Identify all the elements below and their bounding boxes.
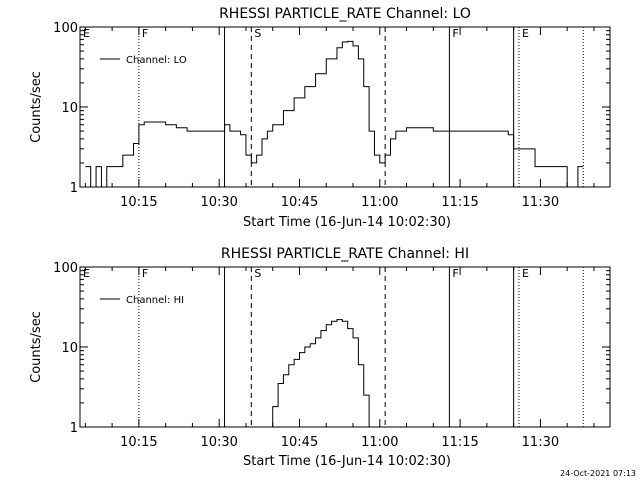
y-tick-label: 1	[70, 181, 78, 196]
x-axis-label: Start Time (16-Jun-14 10:02:30)	[243, 215, 451, 230]
footer-timestamp: 24-Oct-2021 07:13	[560, 469, 636, 478]
y-tick-label: 100	[53, 21, 78, 36]
y-axis-label: Counts/sec	[29, 311, 44, 383]
x-tick-label: 11:15	[441, 195, 478, 210]
x-axis-label: Start Time (16-Jun-14 10:02:30)	[243, 454, 451, 469]
chart-title: RHESSI PARTICLE_RATE Channel: HI	[221, 246, 469, 262]
plot-frame	[79, 26, 611, 188]
chart-title: RHESSI PARTICLE_RATE Channel: LO	[219, 6, 471, 22]
x-tick-label: 11:00	[361, 195, 398, 210]
x-tick-label: 11:15	[441, 435, 478, 450]
x-tick-label: 11:00	[361, 435, 398, 450]
x-tick-label: 10:15	[120, 195, 157, 210]
chart-panel-2: RHESSI PARTICLE_RATE Channel: HI E F S F E 10:…	[29, 246, 611, 469]
x-tick-label: 10:45	[281, 435, 318, 450]
marker-label: E	[522, 27, 529, 40]
marker-label: S	[254, 267, 261, 280]
y-tick-label: 10	[61, 341, 78, 356]
x-tick-label: 10:15	[120, 435, 157, 450]
y-tick-label: 10	[61, 101, 78, 116]
series-line	[85, 40, 584, 187]
marker-label: S	[254, 27, 261, 40]
marker-label: F	[142, 267, 148, 280]
marker-label: F	[452, 267, 458, 280]
series-line	[267, 319, 370, 427]
marker-label: E	[522, 267, 529, 280]
x-tick-label: 10:30	[200, 195, 237, 210]
y-tick-label: 100	[53, 261, 78, 276]
x-tick-label: 10:45	[281, 195, 318, 210]
marker-label: E	[83, 27, 90, 40]
y-axis-label: Counts/sec	[29, 71, 44, 143]
legend-entry: Channel: LO	[126, 55, 187, 66]
plot-frame	[79, 266, 611, 428]
legend-entry: Channel: HI	[126, 295, 184, 306]
x-tick-label: 10:30	[200, 435, 237, 450]
x-tick-label: 11:30	[522, 195, 559, 210]
y-tick-label: 1	[70, 421, 78, 436]
marker-label: F	[142, 27, 148, 40]
chart-panel-1: RHESSI PARTICLE_RATE Channel: LO E F S F E 10:…	[29, 6, 611, 230]
x-tick-label: 11:30	[522, 435, 559, 450]
marker-label: E	[83, 267, 90, 280]
marker-label: F	[452, 27, 458, 40]
